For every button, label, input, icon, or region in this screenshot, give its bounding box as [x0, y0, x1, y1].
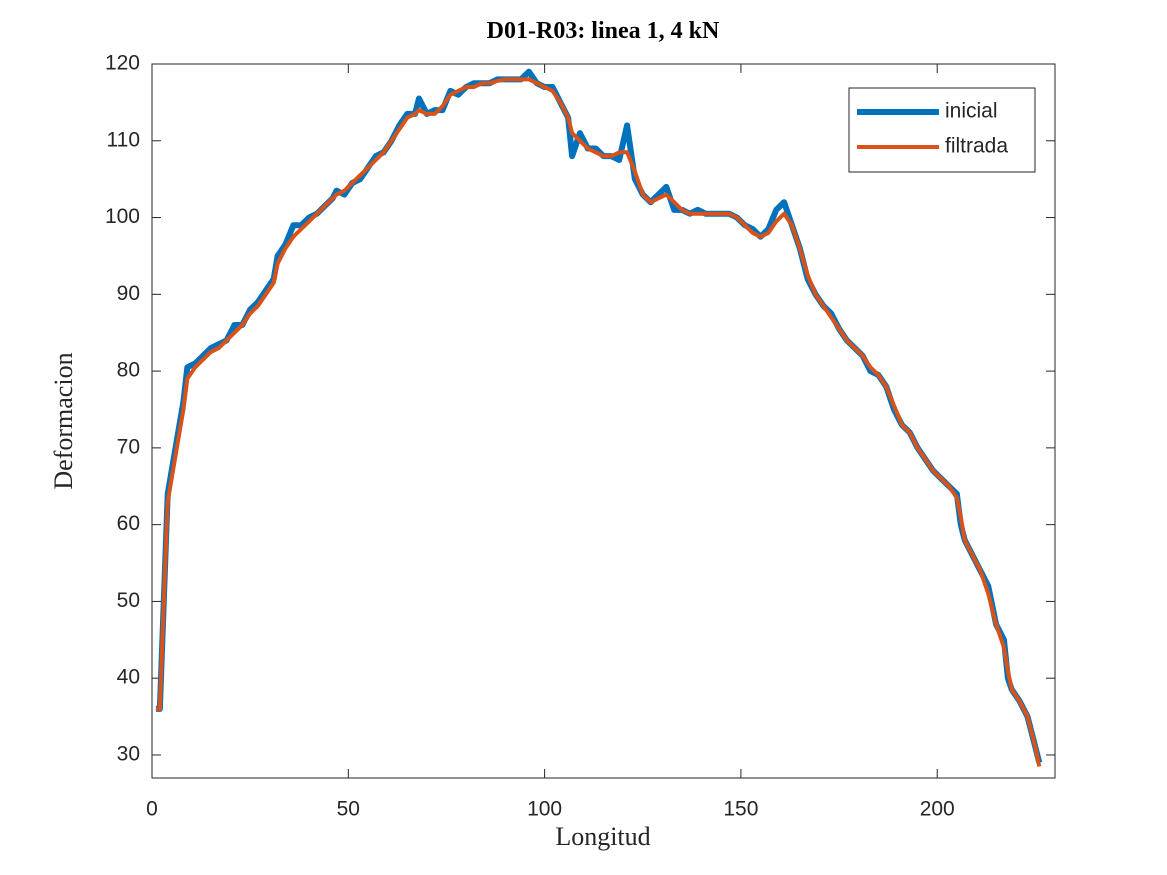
y-tick-label: 100 — [105, 205, 140, 228]
x-axis-label: Longitud — [555, 822, 650, 851]
y-tick-label: 70 — [117, 435, 140, 458]
y-tick-label: 60 — [117, 512, 140, 535]
data-line — [155, 77, 1042, 767]
x-tick-label: 50 — [337, 798, 360, 821]
y-tick-label: 120 — [105, 52, 140, 75]
y-tick-label: 80 — [117, 359, 140, 382]
x-tick-label: 100 — [527, 798, 562, 821]
chart-title: D01-R03: linea 1, 4 kN — [487, 18, 720, 44]
plot-box — [151, 63, 1056, 779]
legend-label: inicial — [945, 100, 998, 123]
x-tick-label: 200 — [920, 798, 955, 821]
x-tick-label: 150 — [723, 798, 758, 821]
x-tick-label: 0 — [146, 798, 158, 821]
legend-label: filtrada — [945, 135, 1008, 158]
y-tick-label: 90 — [117, 282, 140, 305]
y-tick-label: 30 — [117, 743, 140, 766]
y-tick-label: 50 — [117, 589, 140, 612]
y-axis-label: Deformacion — [49, 352, 78, 489]
legend-box — [848, 87, 1036, 173]
y-tick-label: 110 — [107, 128, 140, 151]
y-tick-label: 40 — [117, 666, 140, 689]
